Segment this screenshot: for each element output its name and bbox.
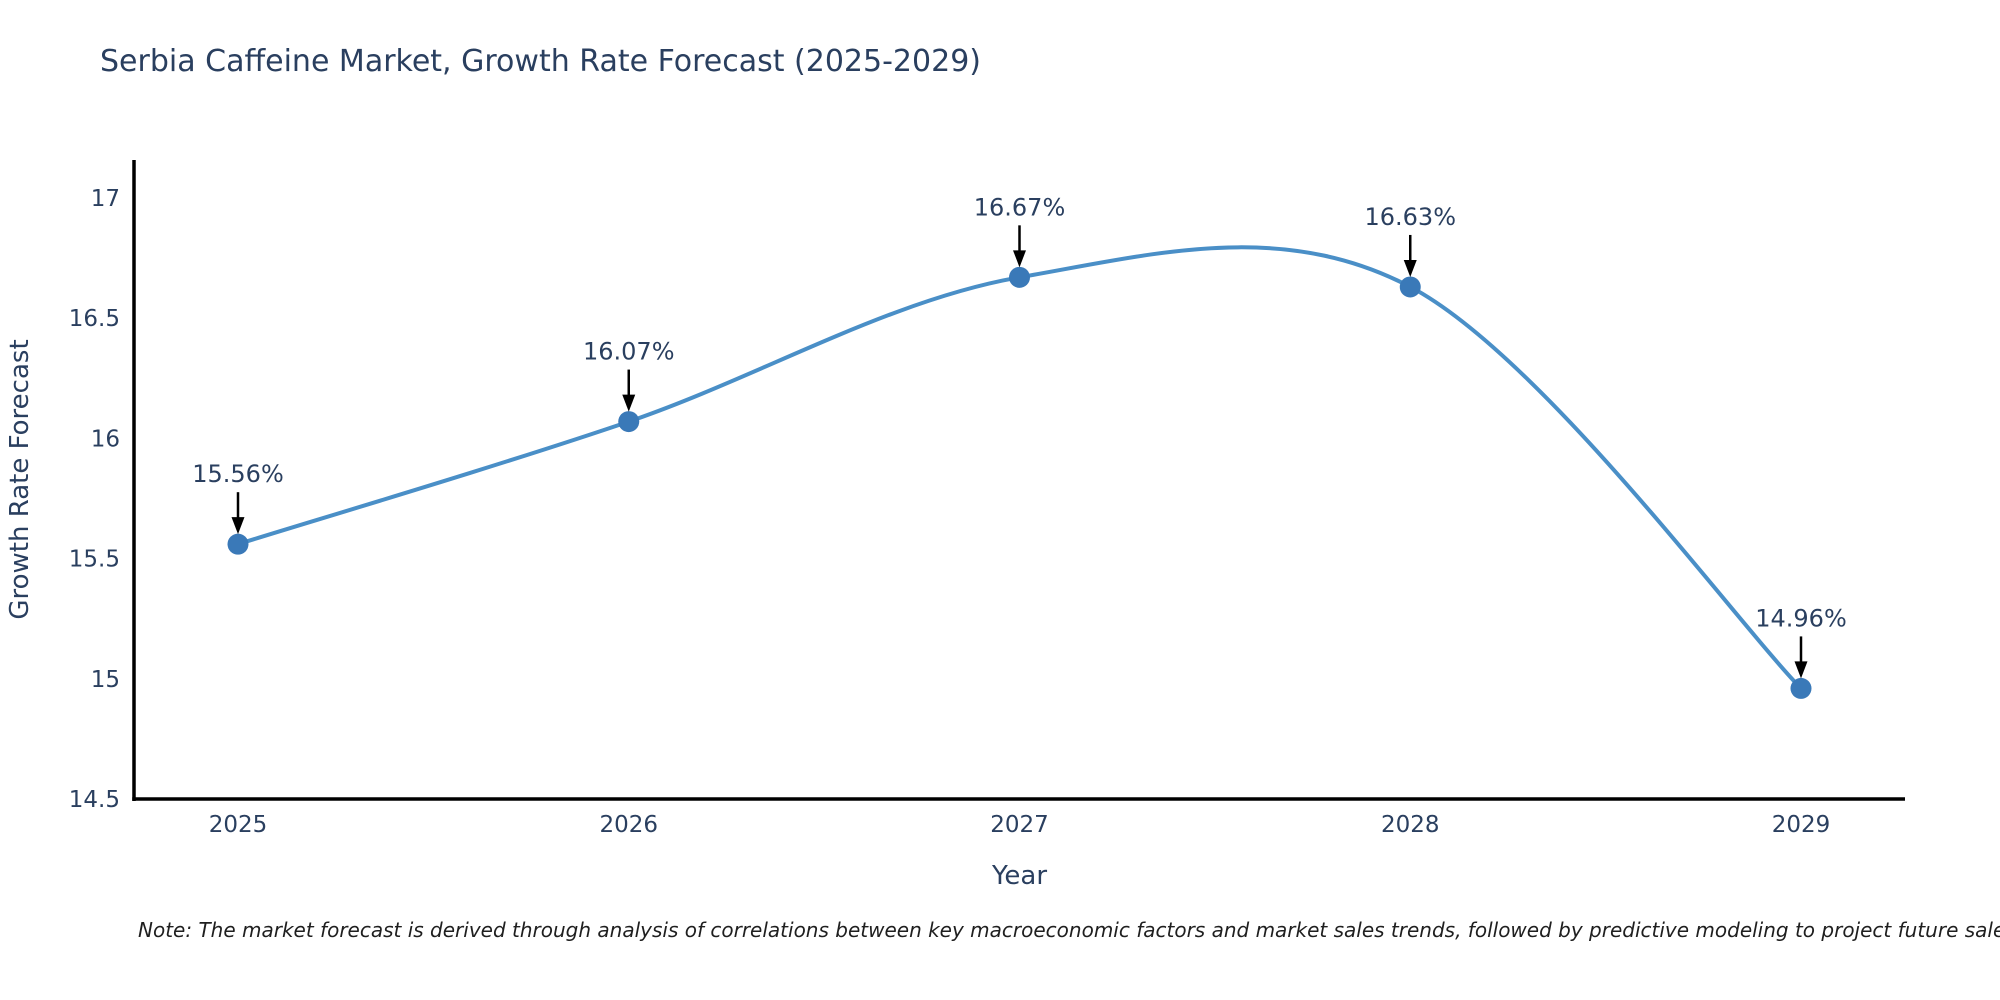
y-axis-title: Growth Rate Forecast	[5, 339, 35, 619]
y-tick-label: 15.5	[69, 547, 120, 573]
y-tick-label: 14.5	[69, 787, 120, 813]
data-point-marker	[1790, 677, 1812, 699]
data-point-label: 16.63%	[1364, 203, 1456, 231]
annotation-arrowhead	[1403, 259, 1417, 277]
y-tick-label: 17	[91, 186, 120, 212]
data-point-label: 16.07%	[583, 338, 675, 366]
annotation-arrowhead	[1794, 661, 1808, 679]
x-tick-label: 2029	[1772, 812, 1831, 838]
x-tick-label: 2027	[990, 812, 1049, 838]
chart-footnote: Note: The market forecast is derived thr…	[138, 918, 2000, 942]
y-tick-label: 16	[91, 426, 120, 452]
y-tick-label: 15	[91, 667, 120, 693]
forecast-line	[236, 245, 1803, 691]
data-point-marker	[618, 411, 640, 433]
data-point-marker	[1009, 266, 1030, 288]
x-tick-label: 2025	[209, 812, 268, 838]
data-point-label: 15.56%	[192, 460, 284, 488]
annotation-arrowhead	[1013, 250, 1026, 268]
chart-title: Serbia Caffeine Market, Growth Rate Fore…	[100, 44, 981, 79]
data-point-label: 16.67%	[974, 193, 1066, 221]
data-point-marker	[227, 533, 249, 555]
data-point-label: 14.96%	[1755, 604, 1847, 632]
annotation-arrowhead	[231, 517, 245, 535]
x-axis-title: Year	[991, 861, 1047, 891]
y-tick-label: 16.5	[69, 306, 120, 332]
x-tick-label: 2028	[1381, 812, 1440, 838]
data-point-marker	[1399, 276, 1421, 298]
x-tick-label: 2026	[599, 812, 658, 838]
annotation-arrowhead	[622, 394, 636, 412]
